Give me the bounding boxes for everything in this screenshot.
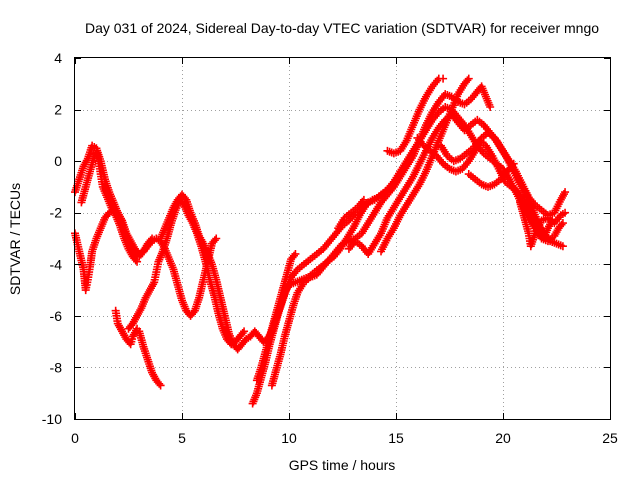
data-point	[240, 327, 249, 336]
series-track-12	[383, 74, 448, 158]
x-axis-label: GPS time / hours	[289, 457, 396, 473]
plot-frame	[74, 57, 611, 420]
data-point	[509, 159, 518, 168]
y-tick-label: -4	[50, 256, 63, 272]
x-tick-label: 5	[178, 430, 186, 446]
y-tick-label: -6	[50, 308, 63, 324]
y-tick-label: 0	[54, 153, 62, 169]
y-tick-label: -8	[50, 359, 63, 375]
data-point	[156, 381, 165, 390]
data-point	[133, 257, 142, 266]
series-track-7	[252, 249, 300, 385]
data-point	[558, 219, 567, 228]
data-point	[561, 188, 570, 197]
data-point	[439, 74, 448, 83]
data-point	[558, 242, 567, 251]
y-tick-label: -10	[42, 411, 62, 427]
series-track-4	[111, 306, 165, 390]
series-track-16	[516, 198, 570, 251]
data-point	[464, 74, 473, 83]
series-track-13	[413, 128, 557, 243]
series-track-9	[334, 195, 368, 233]
y-tick-label: 2	[54, 102, 62, 118]
y-axis-label: SDTVAR / TECUs	[7, 183, 23, 295]
x-tick-label: 25	[602, 430, 618, 446]
x-tick-label: 0	[71, 430, 79, 446]
chart-title: Day 031 of 2024, Sidereal Day-to-day VTE…	[85, 20, 599, 36]
data-point	[291, 249, 300, 258]
x-tick-label: 15	[388, 430, 404, 446]
series-track-3	[77, 146, 142, 266]
grid	[75, 58, 610, 419]
x-tick-label: 10	[281, 430, 297, 446]
data-point	[561, 208, 570, 217]
data-point	[359, 195, 368, 204]
series-track-8	[267, 82, 495, 390]
series-track-15	[464, 159, 518, 191]
data-point	[212, 234, 221, 243]
data-point	[486, 102, 495, 111]
y-tick-label: 4	[54, 50, 62, 66]
y-tick-label: -2	[50, 205, 63, 221]
series-track-5	[124, 195, 249, 349]
x-tick-label: 20	[495, 430, 511, 446]
plot-marks	[71, 74, 570, 408]
